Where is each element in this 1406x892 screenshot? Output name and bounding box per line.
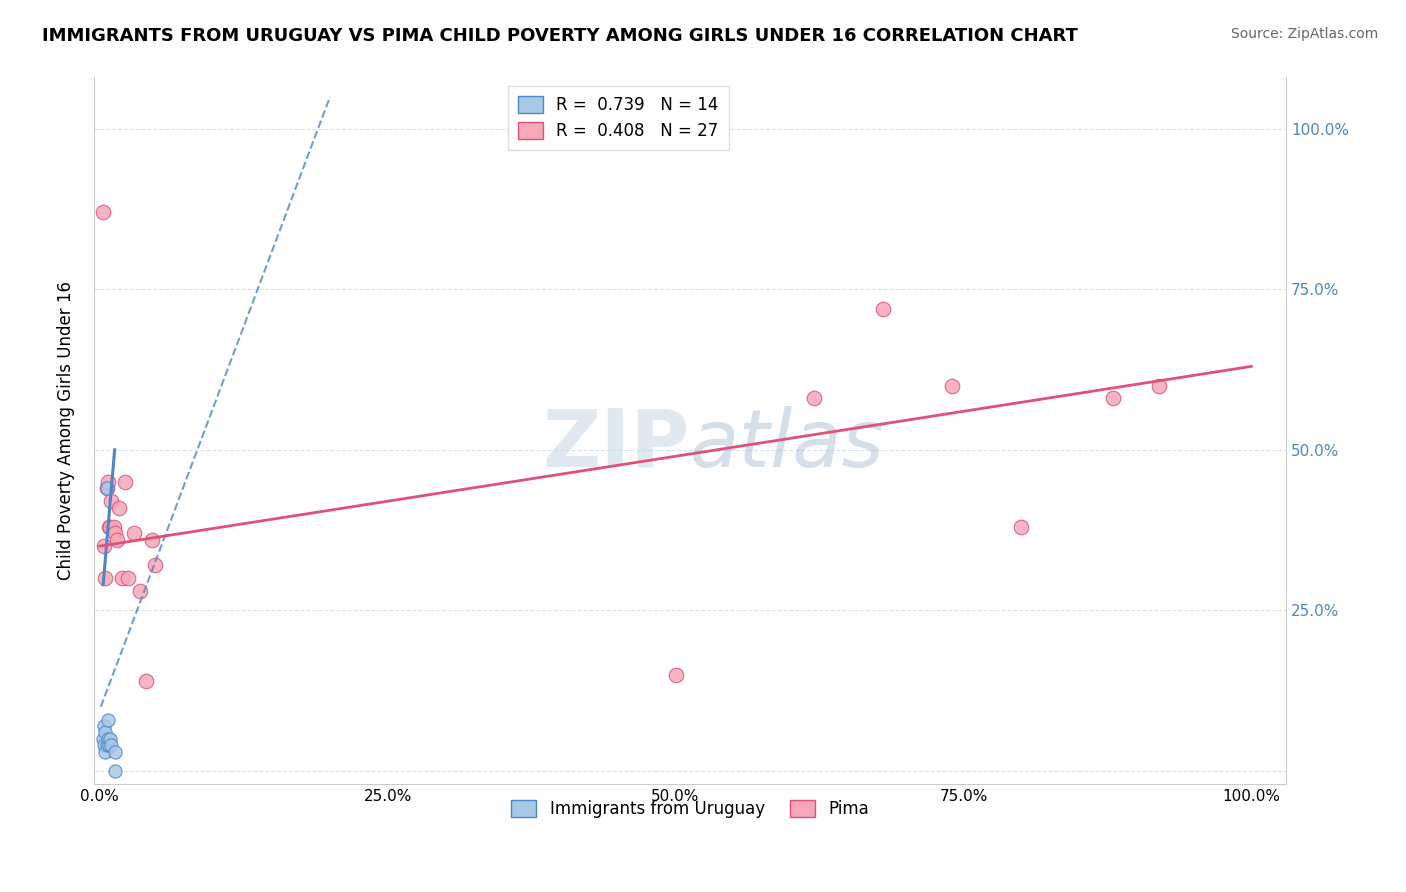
Text: atlas: atlas: [690, 406, 884, 483]
Point: [97, 713, 120, 727]
Point: [94, 725, 117, 739]
Point: [93, 719, 115, 733]
Point: [114, 475, 136, 489]
Point: [98, 731, 121, 746]
Text: IMMIGRANTS FROM URUGUAY VS PIMA CHILD POVERTY AMONG GIRLS UNDER 16 CORRELATION C: IMMIGRANTS FROM URUGUAY VS PIMA CHILD PO…: [42, 27, 1078, 45]
Point: [100, 494, 122, 508]
Text: Source: ZipAtlas.com: Source: ZipAtlas.com: [1230, 27, 1378, 41]
Point: [803, 392, 825, 406]
Legend: Immigrants from Uruguay, Pima: Immigrants from Uruguay, Pima: [505, 793, 876, 825]
Point: [872, 301, 894, 316]
Point: [108, 500, 131, 515]
Point: [664, 667, 686, 681]
Point: [91, 205, 114, 219]
Point: [117, 571, 139, 585]
Point: [104, 745, 127, 759]
Point: [941, 378, 963, 392]
Point: [97, 738, 120, 752]
Point: [110, 571, 132, 585]
Y-axis label: Child Poverty Among Girls Under 16: Child Poverty Among Girls Under 16: [58, 281, 75, 580]
Point: [100, 738, 122, 752]
Point: [93, 738, 115, 752]
Point: [135, 673, 157, 688]
Point: [104, 764, 127, 778]
Point: [94, 745, 117, 759]
Point: [141, 533, 163, 547]
Point: [1149, 378, 1171, 392]
Point: [1102, 392, 1125, 406]
Point: [129, 584, 152, 599]
Point: [97, 731, 120, 746]
Point: [96, 738, 118, 752]
Point: [97, 475, 120, 489]
Point: [93, 539, 115, 553]
Point: [96, 482, 118, 496]
Point: [105, 533, 128, 547]
Point: [98, 520, 121, 534]
Point: [103, 520, 125, 534]
Text: ZIP: ZIP: [543, 406, 690, 483]
Point: [143, 558, 166, 573]
Point: [104, 526, 127, 541]
Point: [94, 571, 117, 585]
Point: [97, 520, 120, 534]
Point: [96, 482, 118, 496]
Point: [91, 731, 114, 746]
Point: [122, 526, 145, 541]
Point: [1010, 520, 1032, 534]
